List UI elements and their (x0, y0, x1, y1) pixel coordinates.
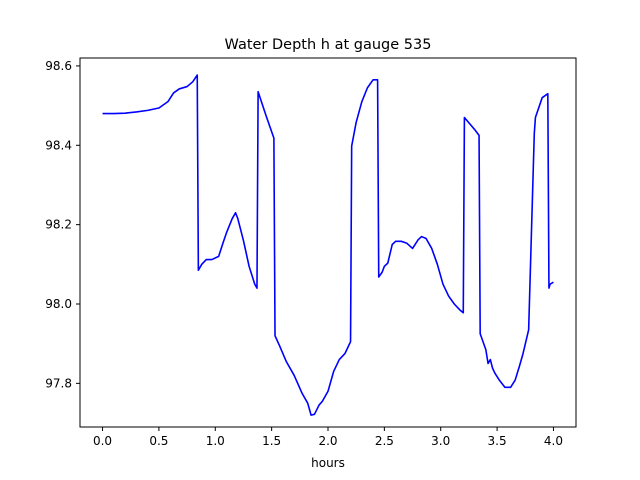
x-axis: 0.0 0.5 1.0 1.5 2.0 2.5 3.0 3.5 4.0 (93, 427, 563, 448)
x-tick-label: 0.5 (149, 434, 168, 448)
y-axis: 97.8 98.0 98.2 98.4 98.6 (45, 59, 80, 390)
x-tick-label: 3.0 (431, 434, 450, 448)
x-tick-label: 2.0 (318, 434, 337, 448)
plot-area (80, 58, 576, 427)
plot-background (80, 58, 576, 427)
chart-title: Water Depth h at gauge 535 (225, 37, 432, 53)
series-layer (102, 74, 554, 416)
x-tick-label: 0.0 (93, 434, 112, 448)
x-tick-label: 3.5 (488, 434, 507, 448)
x-axis-label: hours (311, 456, 345, 470)
y-tick-label: 98.0 (45, 297, 72, 311)
x-tick-label: 2.5 (375, 434, 394, 448)
y-tick-label: 98.2 (45, 218, 72, 232)
x-tick-label: 4.0 (544, 434, 563, 448)
y-tick-label: 98.6 (45, 59, 72, 73)
y-tick-label: 98.4 (45, 138, 72, 152)
x-tick-label: 1.5 (262, 434, 281, 448)
series-line-0 (102, 74, 554, 416)
y-tick-label: 97.8 (45, 376, 72, 390)
x-tick-label: 1.0 (206, 434, 225, 448)
